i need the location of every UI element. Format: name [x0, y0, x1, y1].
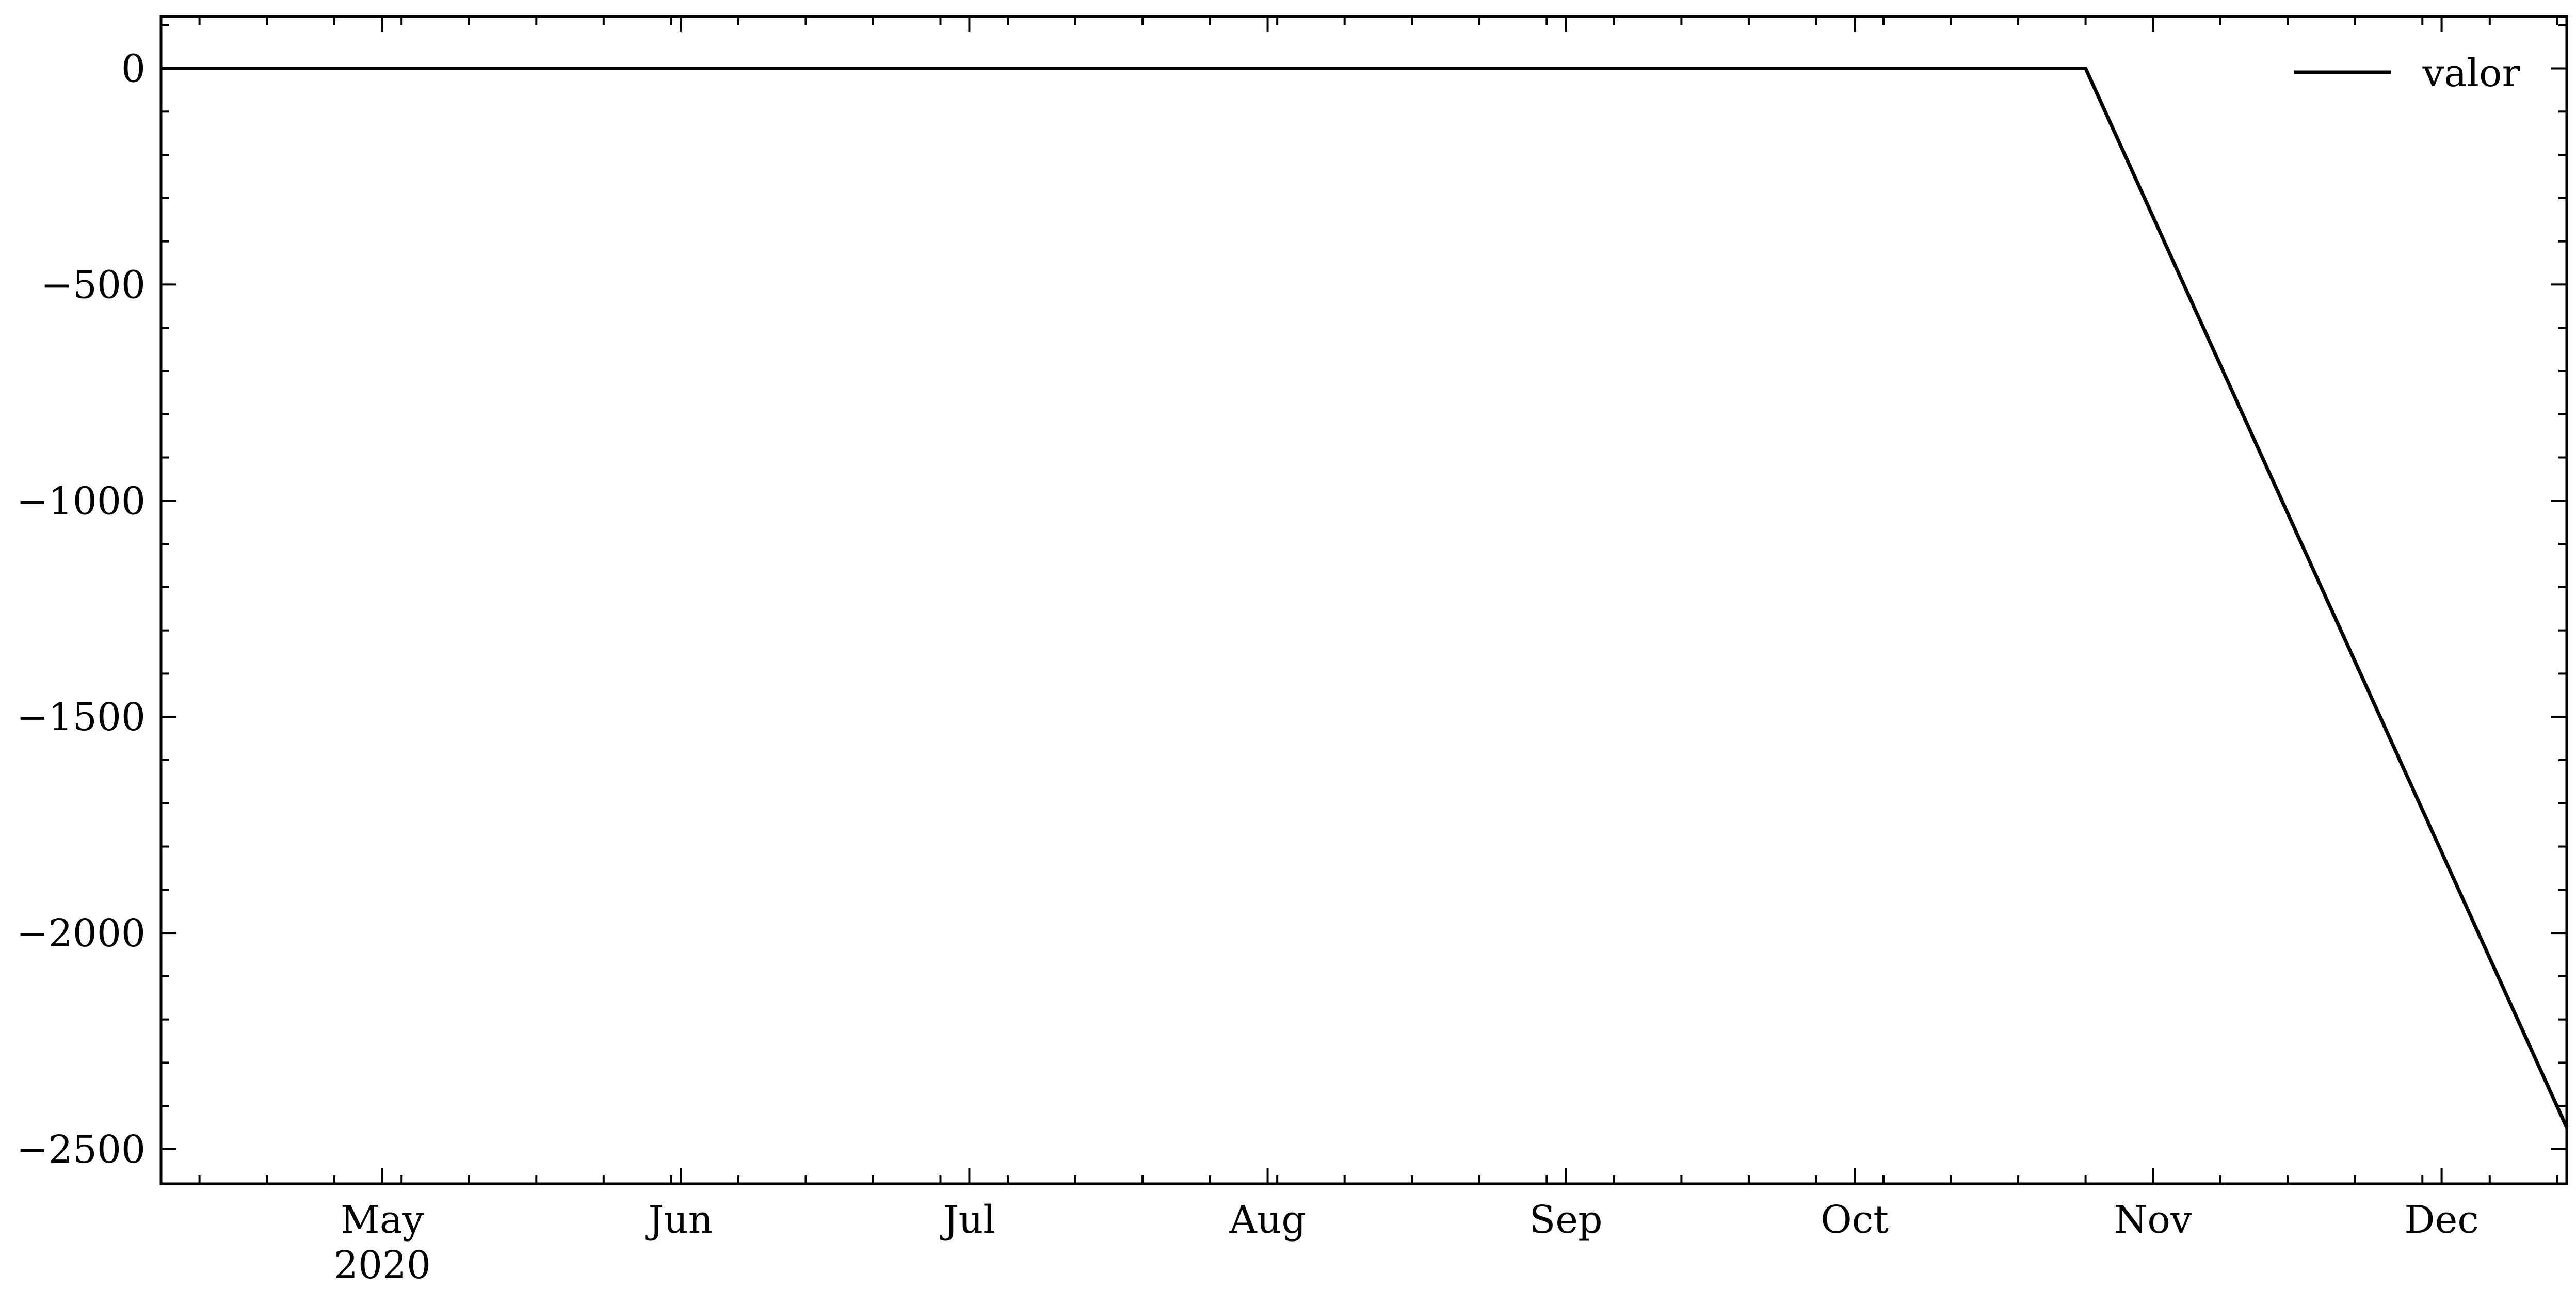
- x-tick-label: Jul: [940, 1198, 995, 1242]
- legend-label-valor: valor: [2422, 51, 2520, 95]
- x-tick-label: Aug: [1229, 1198, 1306, 1242]
- x-tick-label: Dec: [2404, 1198, 2479, 1242]
- series-line-valor: [161, 67, 2569, 1129]
- y-tick-label: −1500: [17, 695, 146, 739]
- x-tick-sublabel: 2020: [334, 1243, 431, 1287]
- y-tick-label: −2000: [17, 911, 146, 956]
- x-tick-label: Jun: [645, 1198, 713, 1242]
- y-tick-label: −500: [41, 263, 146, 307]
- y-tick-labels: 0 −500 −1000 −1500 −2000 −2500: [17, 47, 146, 1172]
- y-tick-label: −1000: [17, 479, 146, 523]
- x-tick-label: May: [341, 1198, 424, 1242]
- y-tick-label: 0: [121, 47, 146, 91]
- x-tick-label: Sep: [1530, 1198, 1603, 1242]
- minor-ticks: [161, 17, 2567, 1184]
- plot-frame: [159, 15, 2568, 1185]
- x-tick-label: Oct: [1821, 1198, 1889, 1242]
- y-tick-label: −2500: [17, 1127, 146, 1172]
- major-ticks: [161, 17, 2567, 1184]
- legend: valor: [2294, 51, 2521, 95]
- x-tick-label: Nov: [2114, 1198, 2192, 1242]
- series-group: [161, 67, 2569, 1129]
